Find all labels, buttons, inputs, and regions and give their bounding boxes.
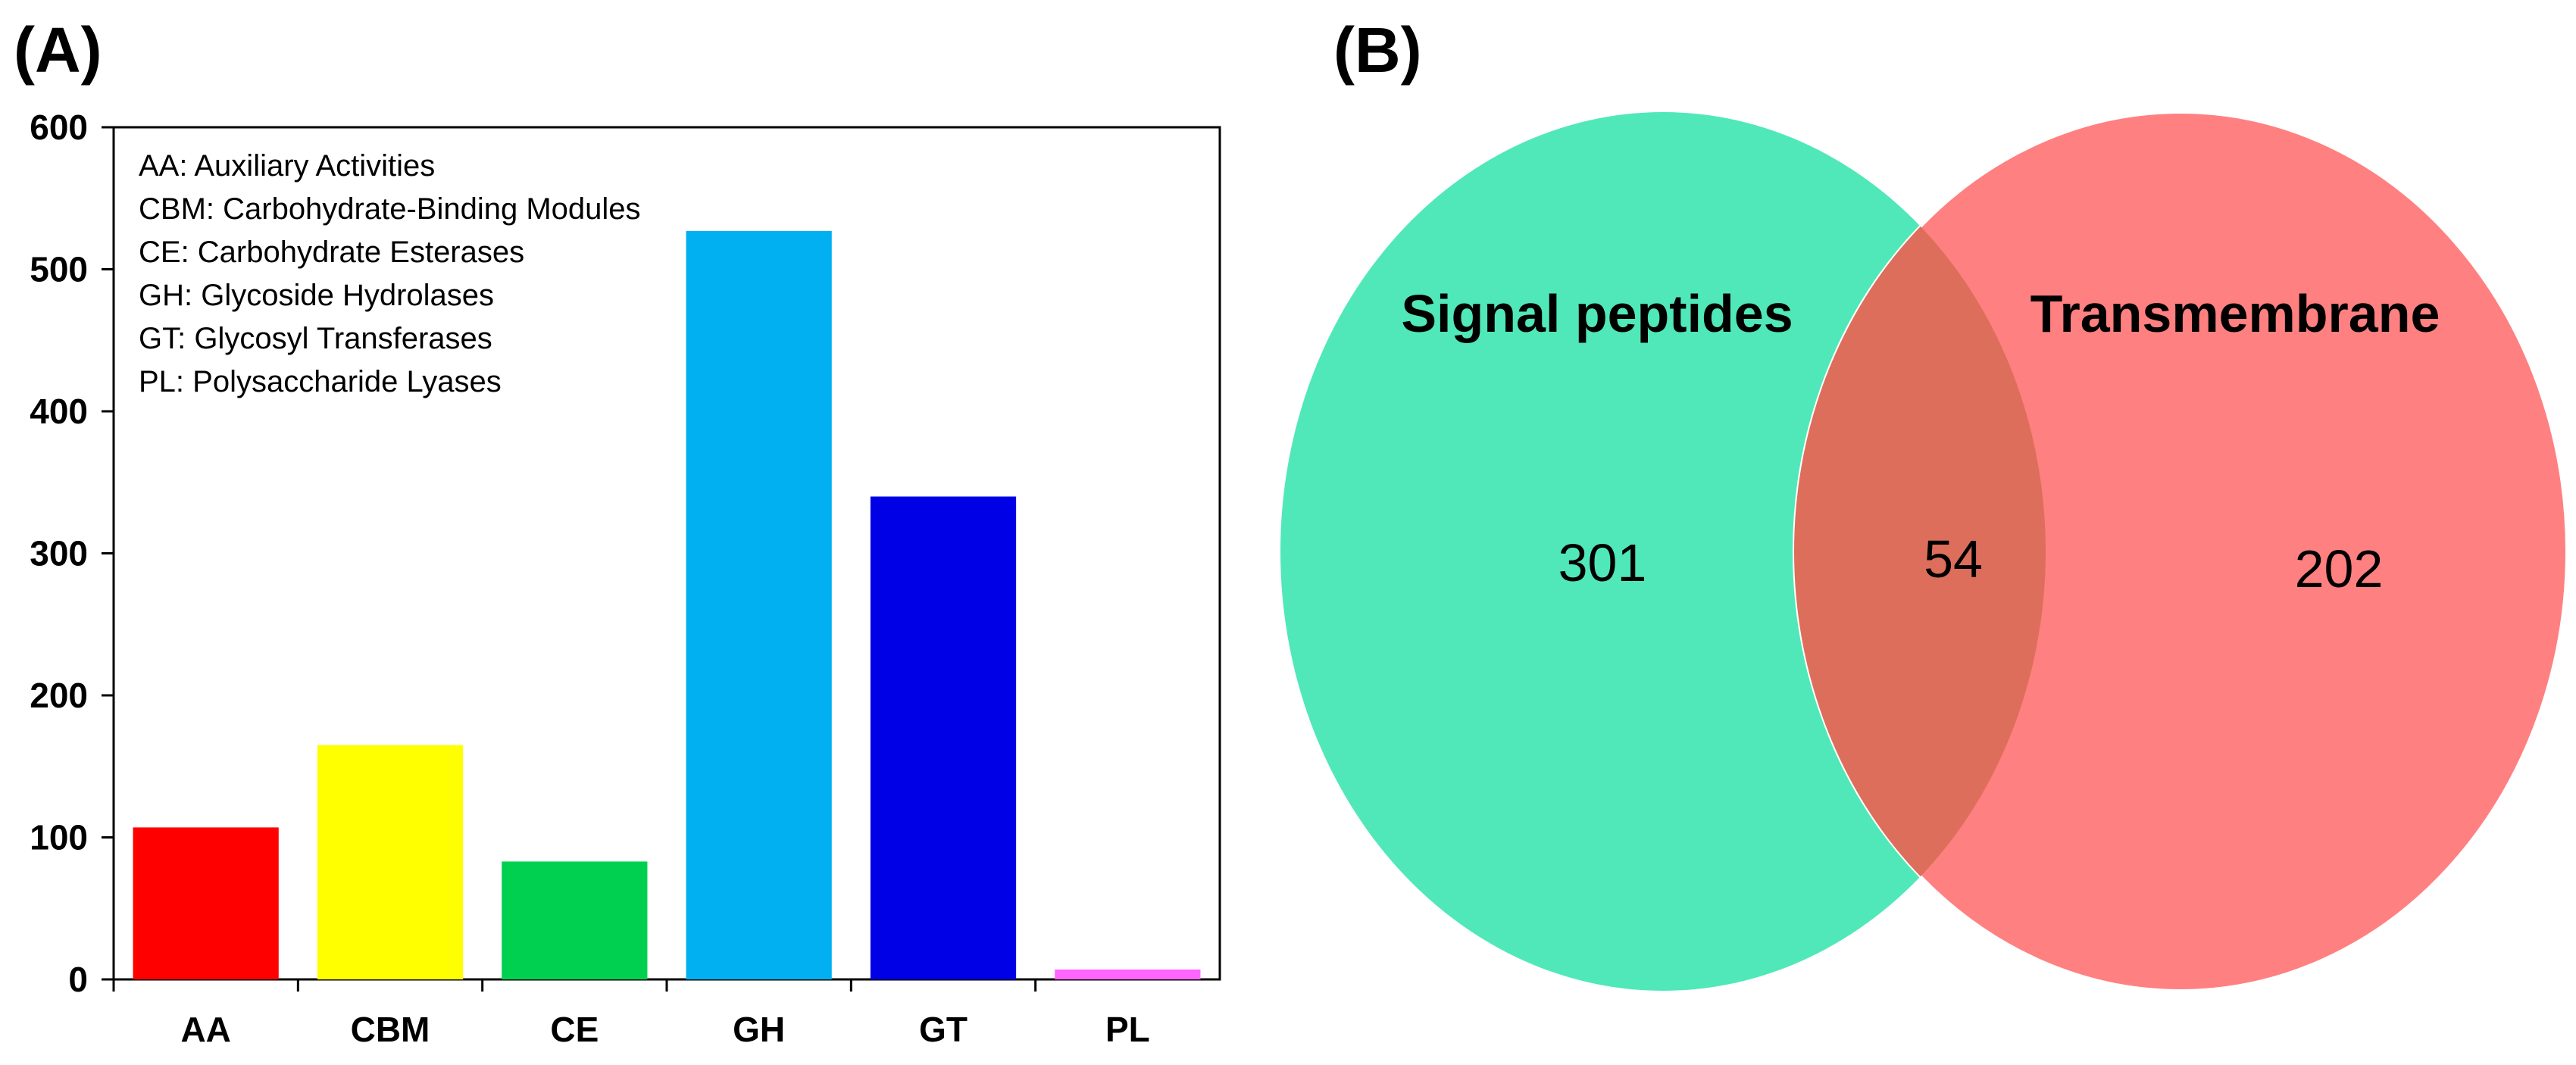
- bar-cbm: [317, 745, 464, 979]
- x-tick-label-gt: GT: [919, 1010, 968, 1049]
- venn-diagram: Signal peptides Transmembrane 301 54 202: [1280, 111, 2568, 992]
- y-tick-label-400: 400: [30, 392, 88, 431]
- x-tick-label-aa: AA: [180, 1010, 230, 1049]
- legend-entry: CBM: Carbohydrate-Binding Modules: [139, 192, 641, 226]
- x-axis: AA CBM CE GH GT PL: [112, 979, 1150, 1049]
- venn-count-signal-peptides-only: 301: [1558, 533, 1647, 592]
- bars: [133, 230, 1201, 979]
- x-tick-label-ce: CE: [550, 1010, 599, 1049]
- y-tick-label-200: 200: [30, 676, 88, 715]
- y-tick-label-600: 600: [30, 108, 88, 147]
- legend-entry: GT: Glycosyl Transferases: [139, 322, 492, 355]
- legend-entry: AA: Auxiliary Activities: [139, 149, 435, 183]
- bar-pl: [1055, 969, 1201, 979]
- y-tick-label-300: 300: [30, 534, 88, 573]
- venn-label-signal-peptides: Signal peptides: [1401, 284, 1793, 343]
- y-tick-label-500: 500: [30, 250, 88, 289]
- y-tick-label-0: 0: [68, 960, 88, 999]
- bar-aa: [133, 827, 279, 979]
- y-tick-label-100: 100: [30, 818, 88, 857]
- bar-gt: [870, 496, 1017, 979]
- y-axis: 0 100 200 300 400 500 600: [30, 108, 114, 999]
- legend-entry: CE: Carbohydrate Esterases: [139, 236, 524, 269]
- venn-count-intersection: 54: [1924, 529, 1983, 589]
- bar-ce: [502, 861, 648, 979]
- x-tick-label-gh: GH: [733, 1010, 785, 1049]
- legend-entry: PL: Polysaccharide Lyases: [139, 365, 502, 398]
- venn-count-transmembrane-only: 202: [2295, 539, 2384, 598]
- x-tick-label-cbm: CBM: [351, 1010, 430, 1049]
- venn-intersection: [1794, 112, 2046, 991]
- legend-entry: GH: Glycoside Hydrolases: [139, 279, 494, 312]
- bar-chart: 0 100 200 300 400 500 600 AA CBM CE GH GT PL AA: Au…: [30, 108, 1221, 1049]
- legend: AA: Auxiliary Activities CBM: Carbohydrat…: [139, 149, 641, 398]
- bar-gh: [686, 230, 832, 979]
- panel-b-label: (B): [1333, 14, 1422, 86]
- x-tick-label-pl: PL: [1105, 1010, 1150, 1049]
- venn-label-transmembrane: Transmembrane: [2030, 284, 2440, 343]
- panel-a-label: (A): [14, 14, 102, 86]
